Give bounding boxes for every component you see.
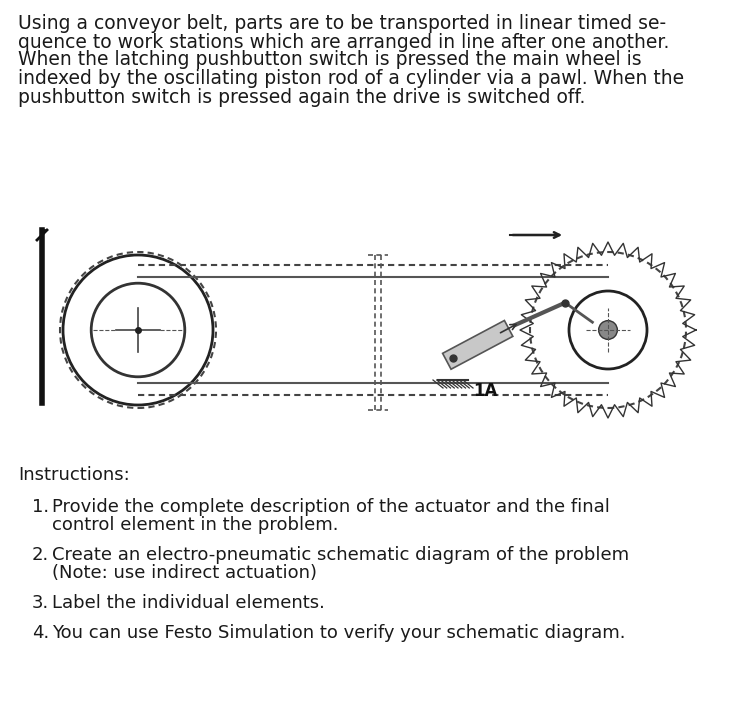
Text: Create an electro-pneumatic schematic diagram of the problem: Create an electro-pneumatic schematic di… <box>52 546 629 564</box>
Text: 1.: 1. <box>32 498 50 516</box>
Text: quence to work stations which are arranged in line after one another.: quence to work stations which are arrang… <box>18 33 669 52</box>
Text: 4.: 4. <box>32 624 50 642</box>
Text: 1A: 1A <box>473 382 497 400</box>
Text: Label the individual elements.: Label the individual elements. <box>52 594 325 612</box>
Text: Using a conveyor belt, parts are to be transported in linear timed se-: Using a conveyor belt, parts are to be t… <box>18 14 666 33</box>
Text: 3.: 3. <box>32 594 50 612</box>
Text: indexed by the oscillating piston rod of a cylinder via a pawl. When the: indexed by the oscillating piston rod of… <box>18 69 684 88</box>
Circle shape <box>598 321 617 339</box>
Text: pushbutton switch is pressed again the drive is switched off.: pushbutton switch is pressed again the d… <box>18 88 585 107</box>
Text: When the latching pushbutton switch is pressed the main wheel is: When the latching pushbutton switch is p… <box>18 50 641 69</box>
Text: control element in the problem.: control element in the problem. <box>52 516 338 534</box>
Text: Instructions:: Instructions: <box>18 466 130 484</box>
Text: You can use Festo Simulation to verify your schematic diagram.: You can use Festo Simulation to verify y… <box>52 624 625 642</box>
Text: Provide the complete description of the actuator and the final: Provide the complete description of the … <box>52 498 610 516</box>
FancyBboxPatch shape <box>442 321 513 369</box>
Text: (Note: use indirect actuation): (Note: use indirect actuation) <box>52 564 317 582</box>
Text: 2.: 2. <box>32 546 50 564</box>
